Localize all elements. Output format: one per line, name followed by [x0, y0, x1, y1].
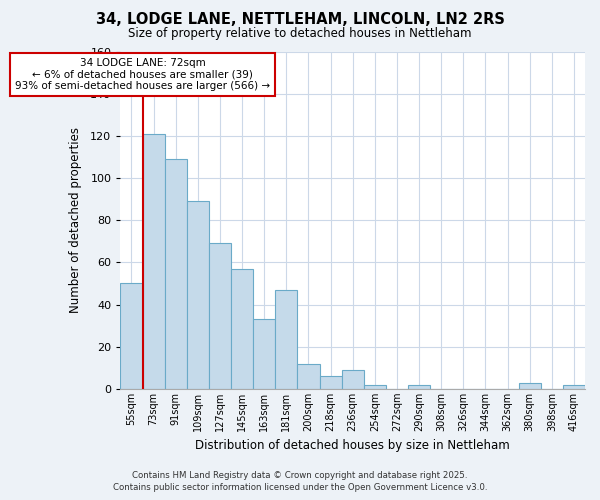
Bar: [209, 244, 231, 389]
Text: Contains HM Land Registry data © Crown copyright and database right 2025.
Contai: Contains HM Land Registry data © Crown c…: [113, 471, 487, 492]
X-axis label: Distribution of detached houses by size in Nettleham: Distribution of detached houses by size …: [196, 440, 510, 452]
Bar: [320, 376, 341, 389]
Text: 34, LODGE LANE, NETTLEHAM, LINCOLN, LN2 2RS: 34, LODGE LANE, NETTLEHAM, LINCOLN, LN2 …: [95, 12, 505, 28]
Text: 34 LODGE LANE: 72sqm
← 6% of detached houses are smaller (39)
93% of semi-detach: 34 LODGE LANE: 72sqm ← 6% of detached ho…: [15, 58, 270, 91]
Bar: [518, 382, 541, 389]
Bar: [275, 290, 298, 389]
Bar: [143, 134, 164, 389]
Bar: [341, 370, 364, 389]
Y-axis label: Number of detached properties: Number of detached properties: [69, 127, 82, 313]
Bar: [253, 320, 275, 389]
Bar: [164, 159, 187, 389]
Text: Size of property relative to detached houses in Nettleham: Size of property relative to detached ho…: [128, 28, 472, 40]
Bar: [364, 384, 386, 389]
Bar: [187, 201, 209, 389]
Bar: [231, 268, 253, 389]
Bar: [408, 384, 430, 389]
Bar: [121, 284, 143, 389]
Bar: [563, 384, 585, 389]
Bar: [298, 364, 320, 389]
